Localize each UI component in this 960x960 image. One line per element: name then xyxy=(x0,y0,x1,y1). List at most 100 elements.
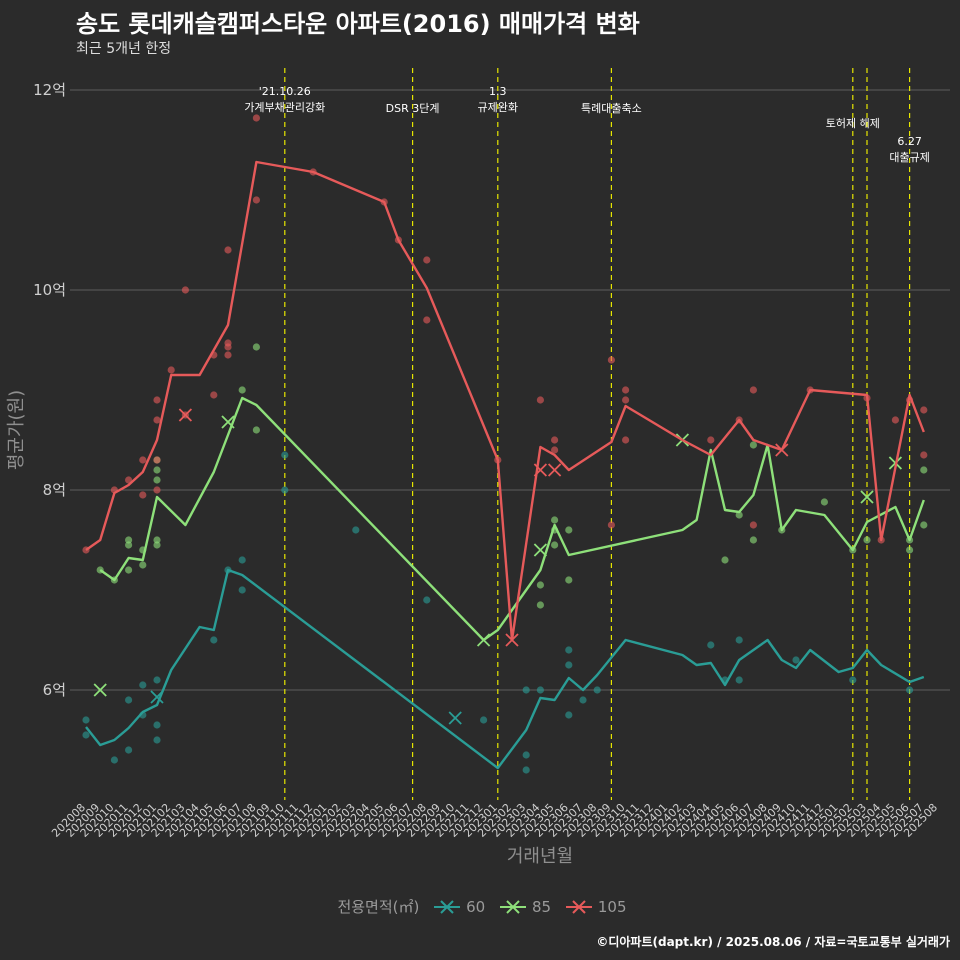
data-point-105 xyxy=(423,316,431,324)
series-line-85 xyxy=(99,396,925,642)
data-point-105 xyxy=(607,356,616,364)
legend-key-105-icon xyxy=(565,899,592,914)
source-credit: ©디아파트(dapt.kr) / 2025.08.06 / 자료=국토교통부 실… xyxy=(596,935,950,949)
data-point-60 xyxy=(522,766,530,774)
cross-marker-60 xyxy=(448,711,462,725)
data-point-105 xyxy=(139,491,147,499)
data-point-85 xyxy=(125,566,133,574)
data-point-60 xyxy=(153,721,161,729)
legend-title: 전용면적(㎡) xyxy=(337,898,420,916)
data-point-60 xyxy=(565,646,573,654)
data-point-60 xyxy=(82,716,90,724)
data-point-85 xyxy=(125,541,133,549)
data-point-85 xyxy=(238,386,246,394)
data-point-60 xyxy=(849,676,857,684)
data-point-105 xyxy=(423,256,431,264)
cross-marker-85 xyxy=(860,490,874,504)
y-tick-label: 12억 xyxy=(33,81,66,99)
data-point-85 xyxy=(920,521,928,529)
data-point-85 xyxy=(735,511,743,519)
data-point-60 xyxy=(565,711,573,719)
data-point-85 xyxy=(536,601,545,609)
cross-marker-85 xyxy=(533,543,548,557)
data-point-60 xyxy=(352,526,360,534)
data-point-85 xyxy=(721,556,729,564)
data-point-85 xyxy=(153,466,161,474)
data-point-60 xyxy=(238,556,246,564)
legend-item-85: 85 xyxy=(498,897,551,917)
data-point-60 xyxy=(153,736,161,744)
data-point-105 xyxy=(224,351,232,359)
data-point-85 xyxy=(139,561,147,569)
legend: 전용면적(㎡) 60 85 105 xyxy=(0,896,960,917)
data-point-60 xyxy=(735,676,743,684)
y-tick-label: 8억 xyxy=(43,481,66,499)
data-point-85 xyxy=(565,576,573,584)
event-label: 특례대출축소 xyxy=(581,102,642,115)
data-point-85 xyxy=(920,466,928,474)
data-point-60 xyxy=(565,661,573,669)
data-point-85 xyxy=(863,536,871,544)
data-point-60 xyxy=(210,636,218,644)
data-point-85 xyxy=(536,581,545,589)
data-point-105 xyxy=(749,521,758,529)
data-point-105 xyxy=(622,396,630,404)
event-label: 6.27 xyxy=(897,135,922,148)
data-point-60 xyxy=(735,636,743,644)
data-point-60 xyxy=(423,596,431,604)
cross-marker-105 xyxy=(547,463,562,477)
data-point-105 xyxy=(920,451,928,459)
data-point-60 xyxy=(281,486,289,494)
data-point-105 xyxy=(551,446,559,454)
data-point-85 xyxy=(252,426,260,434)
data-point-85 xyxy=(565,526,573,534)
data-point-60 xyxy=(792,656,800,664)
legend-label-105: 105 xyxy=(597,897,627,916)
data-point-60 xyxy=(593,686,601,694)
data-point-105 xyxy=(622,386,630,394)
legend-item-60: 60 xyxy=(432,897,485,917)
data-point-105 xyxy=(607,521,616,529)
data-point-85 xyxy=(551,541,559,549)
data-point-105 xyxy=(749,386,758,394)
legend-label-85: 85 xyxy=(532,897,552,916)
legend-key-60-icon xyxy=(434,899,461,914)
data-point-105 xyxy=(153,456,161,464)
cross-marker-105 xyxy=(505,633,519,647)
data-point-85 xyxy=(906,546,914,554)
event-label: '21.10.26 xyxy=(259,85,311,98)
data-point-85 xyxy=(551,516,559,524)
data-point-105 xyxy=(153,416,161,424)
y-axis-title: 평균가(원) xyxy=(6,390,27,470)
data-point-105 xyxy=(139,456,147,464)
page-subtitle: 최근 5개년 한정 xyxy=(76,41,172,57)
data-point-105 xyxy=(891,416,900,424)
data-point-60 xyxy=(522,751,530,759)
data-point-60 xyxy=(82,731,90,739)
cross-marker-105 xyxy=(775,443,789,457)
legend-label-60: 60 xyxy=(466,897,486,916)
cross-marker-105 xyxy=(533,463,548,477)
data-point-105 xyxy=(153,486,161,494)
event-label: 규제완화 xyxy=(478,101,518,114)
cross-marker-85 xyxy=(93,683,107,697)
event-label: 1.3 xyxy=(489,85,507,98)
data-point-60 xyxy=(238,586,246,594)
data-point-60 xyxy=(281,451,289,459)
data-point-105 xyxy=(707,436,715,444)
cross-marker-85 xyxy=(221,415,235,429)
legend-key-85-icon xyxy=(500,899,527,914)
event-label: 토허제 해제 xyxy=(826,116,880,130)
data-point-60 xyxy=(707,641,715,649)
data-point-60 xyxy=(125,746,133,754)
data-point-85 xyxy=(125,536,133,544)
data-point-60 xyxy=(579,696,587,704)
data-point-105 xyxy=(224,246,232,254)
data-point-85 xyxy=(252,343,260,351)
data-point-105 xyxy=(153,396,161,404)
data-point-105 xyxy=(167,366,175,374)
y-tick-label: 6억 xyxy=(43,681,66,699)
series-line-105 xyxy=(85,160,925,642)
data-point-60 xyxy=(139,681,147,689)
